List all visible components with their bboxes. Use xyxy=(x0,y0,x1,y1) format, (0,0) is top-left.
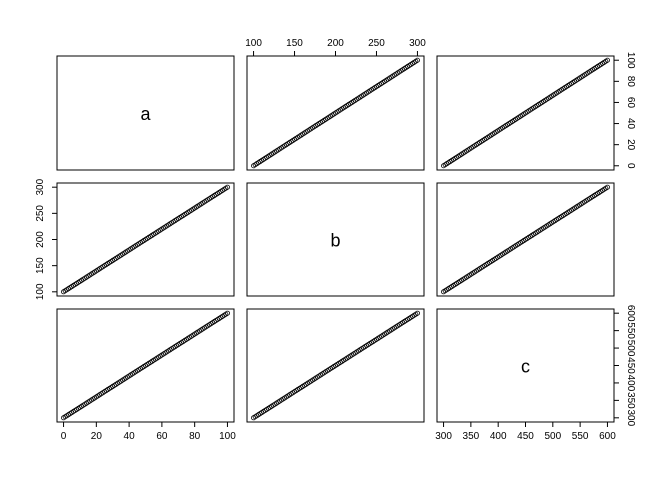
x-tick-label-b: 100 xyxy=(245,38,262,49)
y-tick-label-b: 100 xyxy=(35,283,46,300)
y-tick-label-c: 500 xyxy=(625,340,636,357)
panel-b-b xyxy=(246,182,425,297)
x-tick-label-c: 450 xyxy=(517,431,534,442)
y-tick-label-b: 150 xyxy=(35,257,46,274)
variable-label-a: a xyxy=(140,104,151,124)
panel-b-c xyxy=(436,182,615,297)
x-tick-label-c: 600 xyxy=(599,431,616,442)
y-tick-label-a: 0 xyxy=(625,163,636,169)
y-tick-label-c: 400 xyxy=(625,375,636,392)
x-tick-label-a: 20 xyxy=(91,431,103,442)
x-tick-label-a: 80 xyxy=(189,431,201,442)
x-tick-label-c: 300 xyxy=(435,431,452,442)
x-tick-label-a: 0 xyxy=(61,431,67,442)
x-tick-label-a: 40 xyxy=(124,431,136,442)
x-tick-label-b: 200 xyxy=(327,38,344,49)
x-tick-label-c: 400 xyxy=(490,431,507,442)
point-c-vs-b xyxy=(414,310,420,316)
x-tick-label-a: 100 xyxy=(219,431,236,442)
y-tick-label-b: 300 xyxy=(35,178,46,195)
y-tick-label-c: 300 xyxy=(625,409,636,426)
x-tick-label-c: 550 xyxy=(572,431,589,442)
y-tick-label-a: 40 xyxy=(625,118,636,130)
point-a-vs-b xyxy=(414,57,420,63)
y-tick-label-a: 100 xyxy=(625,52,636,69)
x-tick-label-b: 250 xyxy=(368,38,385,49)
y-tick-label-c: 450 xyxy=(625,357,636,374)
point-a-vs-c xyxy=(604,57,610,63)
y-tick-label-c: 350 xyxy=(625,392,636,409)
x-tick-label-c: 500 xyxy=(544,431,561,442)
variable-label-b: b xyxy=(330,231,340,251)
variable-label-c: c xyxy=(521,357,530,377)
panel-c-b xyxy=(246,308,425,423)
point-b-vs-a xyxy=(224,184,230,190)
x-tick-label-b: 300 xyxy=(409,38,426,49)
panel-a-a xyxy=(56,55,235,171)
y-tick-label-a: 20 xyxy=(625,139,636,151)
point-c-vs-a xyxy=(224,310,230,316)
y-tick-label-a: 60 xyxy=(625,97,636,109)
y-tick-label-c: 550 xyxy=(625,322,636,339)
x-tick-label-b: 150 xyxy=(286,38,303,49)
point-b-vs-c xyxy=(604,184,610,190)
y-tick-label-c: 600 xyxy=(625,305,636,322)
x-tick-label-a: 60 xyxy=(156,431,168,442)
y-tick-label-b: 250 xyxy=(35,205,46,222)
y-tick-label-b: 200 xyxy=(35,231,46,248)
x-tick-label-c: 350 xyxy=(463,431,480,442)
y-tick-label-a: 80 xyxy=(625,76,636,88)
